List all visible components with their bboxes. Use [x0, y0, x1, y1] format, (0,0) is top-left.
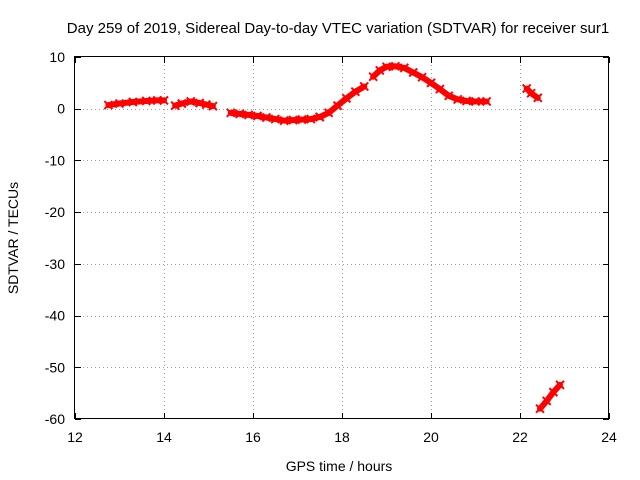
data-point [426, 78, 436, 88]
data-point [435, 84, 445, 94]
data-point [408, 67, 418, 78]
data-point [306, 114, 316, 124]
data-point [185, 96, 196, 107]
data-point [234, 109, 245, 119]
data-point [201, 99, 211, 110]
data-point [390, 61, 401, 72]
data-point [103, 100, 114, 110]
data-point [297, 114, 307, 125]
series-segment-2 [170, 96, 218, 111]
x-tick-label: 18 [334, 429, 350, 445]
data-point [261, 112, 272, 123]
plot-frame [74, 56, 609, 419]
data-point [533, 93, 543, 103]
data-point [548, 387, 559, 397]
data-point [114, 98, 125, 109]
data-point [270, 114, 280, 124]
data-point [417, 72, 427, 82]
y-tick-label: -20 [45, 204, 65, 220]
y-tick-label: -40 [45, 308, 65, 324]
data-point [444, 91, 454, 101]
x-tick-label: 12 [67, 429, 83, 445]
data-point [252, 111, 263, 121]
data-series [103, 61, 565, 414]
series-segment-1 [103, 95, 169, 110]
data-point [481, 96, 492, 107]
y-tick-label: -50 [45, 359, 65, 375]
data-point [541, 396, 552, 406]
data-point [461, 96, 472, 106]
data-point [452, 94, 463, 105]
data-point [341, 93, 352, 104]
data-point [177, 98, 187, 109]
x-axis-label: GPS time / hours [286, 458, 393, 474]
y-tick-label: 0 [57, 101, 65, 117]
data-point [375, 65, 385, 76]
series-segment-5 [368, 61, 492, 107]
data-point [141, 96, 151, 106]
data-point [226, 108, 236, 118]
x-tick-label: 16 [245, 429, 261, 445]
data-point [526, 88, 536, 98]
x-tick-label: 14 [156, 429, 172, 445]
data-point [555, 380, 565, 390]
grid-lines [75, 57, 609, 419]
data-point [381, 62, 392, 72]
series-segment-3 [226, 108, 325, 126]
x-tick-label: 22 [512, 429, 528, 445]
y-tick-label: -30 [45, 256, 65, 272]
data-point [208, 101, 218, 111]
axis-ticks: 12 14 16 18 20 22 24 10 0 -10 -20 -30 -40 -50 -60 [45, 49, 617, 445]
chart-title: Day 259 of 2019, Sidereal Day-to-day VTE… [67, 20, 609, 37]
y-axis-label: SDTVAR / TECUs [5, 182, 21, 294]
data-point [170, 100, 180, 111]
data-point [279, 115, 289, 126]
y-tick-label: -10 [45, 152, 65, 168]
data-point [315, 112, 325, 122]
data-point [470, 96, 481, 107]
y-tick-label: -60 [45, 411, 65, 427]
x-tick-label: 20 [423, 429, 439, 445]
data-point [159, 95, 169, 106]
y-tick-label: 10 [49, 49, 65, 65]
data-point [128, 97, 138, 107]
data-point [359, 81, 369, 92]
data-point [399, 63, 410, 73]
series-segment-4 [315, 81, 369, 122]
data-point [194, 98, 205, 108]
series-segment-7 [535, 380, 565, 414]
data-point [350, 86, 361, 97]
data-point [535, 403, 545, 414]
x-tick-label: 24 [601, 429, 617, 445]
data-point [243, 110, 254, 120]
data-point [323, 108, 334, 118]
data-point [288, 115, 298, 125]
series-segment-6 [521, 83, 543, 103]
data-point [332, 100, 343, 111]
